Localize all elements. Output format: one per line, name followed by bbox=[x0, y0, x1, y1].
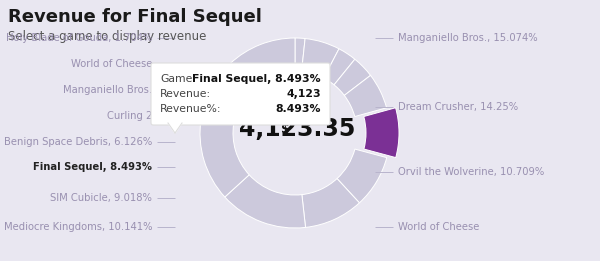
Text: Orvil the Wolverine, 10.709%: Orvil the Wolverine, 10.709% bbox=[398, 167, 544, 177]
Wedge shape bbox=[302, 39, 339, 78]
Wedge shape bbox=[364, 108, 399, 158]
Text: Revenue%:: Revenue%: bbox=[160, 104, 221, 114]
Text: 4,123: 4,123 bbox=[286, 89, 321, 99]
Wedge shape bbox=[230, 38, 295, 88]
Text: Holy Blade of Gouda, 1.704%: Holy Blade of Gouda, 1.704% bbox=[5, 33, 152, 43]
Text: 4,123.35: 4,123.35 bbox=[239, 117, 355, 141]
Text: Final Sequel, 8.493%: Final Sequel, 8.493% bbox=[33, 162, 152, 172]
Wedge shape bbox=[337, 149, 387, 203]
Text: Benign Space Debris, 6.126%: Benign Space Debris, 6.126% bbox=[4, 137, 152, 147]
Wedge shape bbox=[324, 49, 355, 85]
Text: World of Cheese: World of Cheese bbox=[398, 222, 479, 232]
Wedge shape bbox=[295, 38, 305, 71]
Text: World of Cheese: World of Cheese bbox=[71, 59, 152, 69]
FancyBboxPatch shape bbox=[151, 63, 330, 125]
Polygon shape bbox=[168, 123, 182, 133]
Text: Curling 2: Curling 2 bbox=[107, 111, 152, 121]
Text: 8.493%: 8.493% bbox=[275, 104, 321, 114]
Text: Final Sequel, 8.493%: Final Sequel, 8.493% bbox=[193, 74, 321, 84]
Wedge shape bbox=[201, 63, 253, 124]
Wedge shape bbox=[200, 119, 249, 197]
Text: SIM Cubicle, 9.018%: SIM Cubicle, 9.018% bbox=[50, 193, 152, 203]
Wedge shape bbox=[302, 179, 359, 227]
Text: Dream Crusher, 14.25%: Dream Crusher, 14.25% bbox=[398, 102, 518, 112]
Wedge shape bbox=[225, 175, 305, 228]
Wedge shape bbox=[344, 75, 386, 117]
Text: Revenue:: Revenue: bbox=[160, 89, 211, 99]
Text: $: $ bbox=[281, 122, 290, 135]
Text: Manganiello Bros., 15.074%: Manganiello Bros., 15.074% bbox=[398, 33, 538, 43]
Text: Game:: Game: bbox=[160, 74, 196, 84]
Text: Manganiello Bros.: Manganiello Bros. bbox=[63, 85, 152, 95]
Wedge shape bbox=[334, 59, 371, 96]
Text: Mediocre Kingdoms, 10.141%: Mediocre Kingdoms, 10.141% bbox=[4, 222, 152, 232]
Text: Select a game to display revenue: Select a game to display revenue bbox=[8, 30, 206, 43]
Text: Revenue for Final Sequel: Revenue for Final Sequel bbox=[8, 8, 262, 26]
